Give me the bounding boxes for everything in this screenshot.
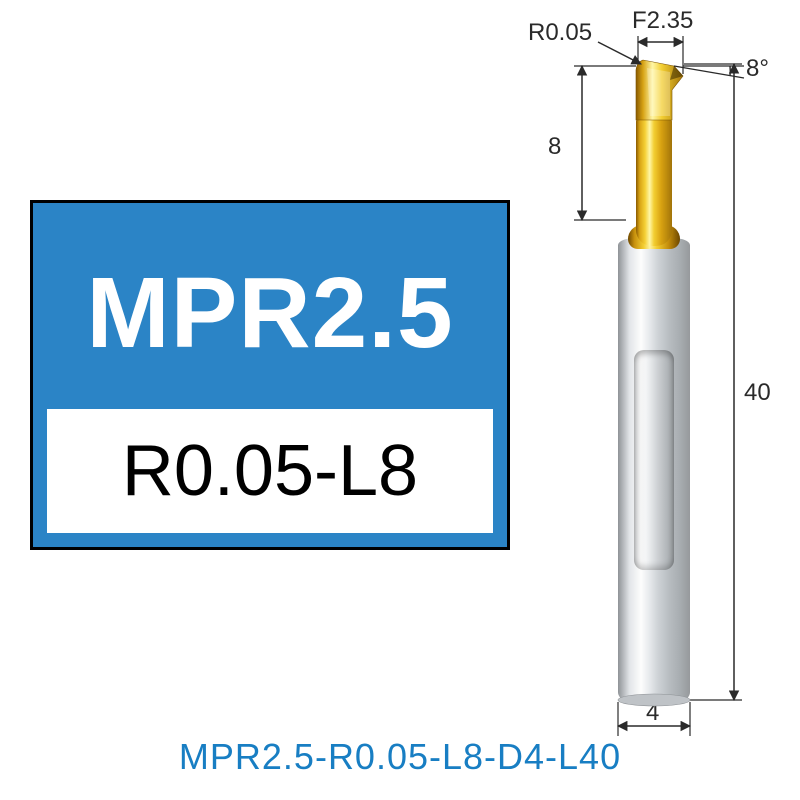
dim-overall-length: 40	[684, 64, 771, 700]
flute-width-label: F2.35	[632, 7, 693, 34]
model-spec: R0.05-L8	[47, 409, 493, 533]
tool-diagram: R0.05 F2.35 8° 8	[520, 20, 780, 740]
badge-inner: MPR2.5 R0.05-L8	[47, 217, 493, 533]
flute-length-label: 8	[548, 133, 561, 160]
model-badge: MPR2.5 R0.05-L8	[30, 200, 510, 550]
part-number-caption: MPR2.5-R0.05-L8-D4-L40	[0, 736, 800, 778]
dim-relief-angle: 8°	[674, 55, 769, 82]
dimension-overlay: R0.05 F2.35 8° 8	[520, 20, 780, 740]
model-code: MPR2.5	[47, 217, 493, 409]
overall-length-label: 40	[744, 379, 771, 406]
dim-tip-radius: R0.05	[528, 19, 641, 64]
dim-flute-length: 8	[548, 66, 636, 220]
angle-label: 8°	[746, 55, 769, 82]
tip-radius-label: R0.05	[528, 19, 592, 46]
product-figure: MPR2.5 R0.05-L8 MPR2.5-R0.05-L8-D4-L40	[0, 0, 800, 800]
